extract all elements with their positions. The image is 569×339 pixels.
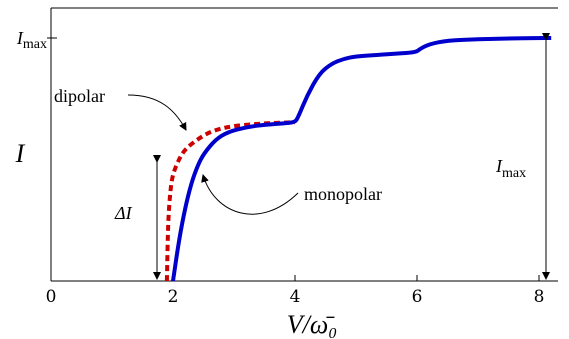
annotations: dipolar monopolar ΔI Imax [54,33,550,280]
dipolar-label: dipolar [54,86,105,106]
x-axis-title: V/ω̄₀ [287,310,338,339]
y-axis-title: I [15,139,26,168]
dipolar-arrow [127,94,187,131]
x-tick-label: 4 [290,287,301,307]
monopolar-label: monopolar [304,184,382,204]
axes: 0 2 4 6 8 Imax I V/ω̄₀ [15,7,558,339]
delta-i-label: ΔI [114,203,133,223]
series-monopolar-line [171,36,552,282]
x-tick-label: 6 [412,287,423,307]
x-tick-label: 0 [46,287,57,307]
series-dipolar-line [164,120,296,282]
series-layer [164,36,552,282]
x-tick-label: 8 [534,287,545,307]
monopolar-arrow [201,174,299,215]
y-tick-label: Imax [16,28,47,52]
imax-label: Imax [495,156,526,181]
x-tick-label: 2 [168,287,179,307]
